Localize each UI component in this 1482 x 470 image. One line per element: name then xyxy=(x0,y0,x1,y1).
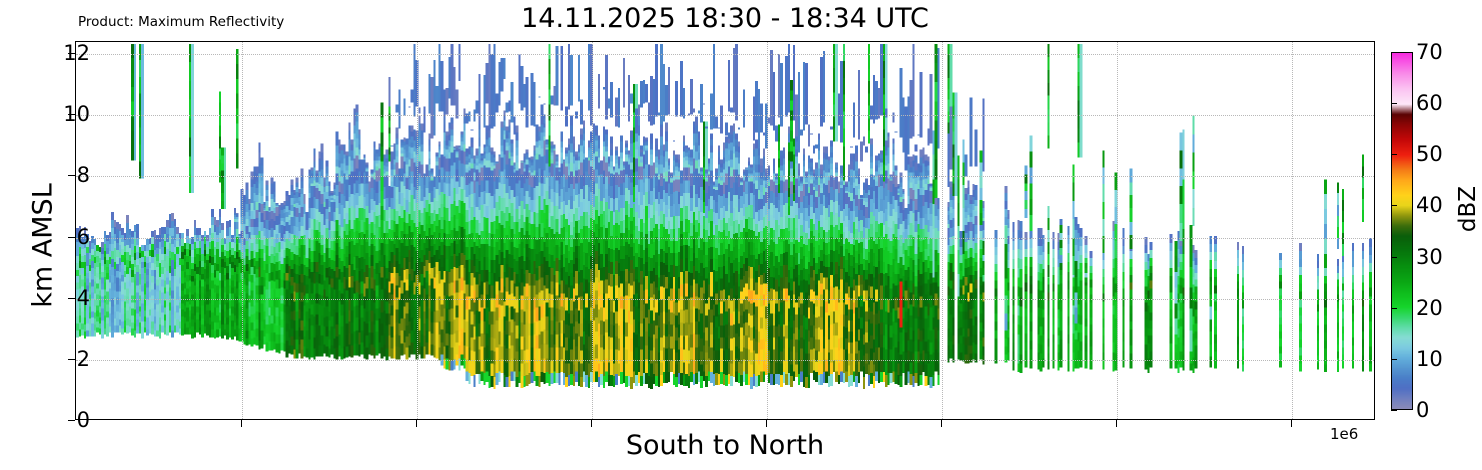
gridline-horizontal xyxy=(76,237,1374,239)
x-tick-mark xyxy=(766,420,767,427)
y-tick-label: 8 xyxy=(76,163,90,188)
y-tick-label: 4 xyxy=(76,285,90,310)
colorbar-tick-label: 40 xyxy=(1416,193,1443,218)
x-tick-mark xyxy=(416,420,417,427)
y-tick-mark xyxy=(68,297,75,299)
gridline-vertical xyxy=(767,42,768,419)
y-tick-label: 10 xyxy=(63,102,90,127)
gridline-vertical xyxy=(1117,42,1118,419)
x-tick-mark xyxy=(1116,420,1117,427)
product-label: Product: Maximum Reflectivity xyxy=(78,14,285,30)
x-axis-label: South to North xyxy=(625,430,825,461)
gridline-vertical xyxy=(592,42,593,419)
colorbar-tick-label: 0 xyxy=(1416,398,1430,422)
plot-area[interactable] xyxy=(75,41,1375,420)
x-tick-mark xyxy=(941,420,942,427)
colorbar-tick-label: 30 xyxy=(1416,244,1443,269)
y-tick-label: 12 xyxy=(63,41,90,66)
x-axis-offset-label: 1e6 xyxy=(1330,425,1359,443)
colorbar[interactable] xyxy=(1391,52,1413,410)
gridline-vertical xyxy=(1292,42,1293,419)
y-tick-label: 6 xyxy=(76,224,90,249)
y-tick-mark xyxy=(68,175,75,177)
colorbar-gradient xyxy=(1391,52,1413,410)
x-tick-mark xyxy=(1291,420,1292,427)
colorbar-canvas xyxy=(1392,53,1412,409)
page-title: 14.11.2025 18:30 - 18:34 UTC xyxy=(521,3,929,34)
gridline-horizontal xyxy=(76,54,1374,56)
y-axis-label: km AMSL xyxy=(27,183,59,308)
colorbar-tick-label: 50 xyxy=(1416,142,1443,167)
colorbar-tick-mark xyxy=(1391,410,1397,411)
colorbar-tick-mark xyxy=(1391,52,1397,53)
gridline-horizontal xyxy=(76,115,1374,117)
gridline-vertical xyxy=(942,42,943,419)
x-tick-mark xyxy=(241,420,242,427)
colorbar-tick-label: 20 xyxy=(1416,295,1443,320)
y-tick-label: 0 xyxy=(76,408,90,432)
colorbar-tick-label: 60 xyxy=(1416,91,1443,116)
reflectivity-heatmap xyxy=(76,42,1374,419)
y-tick-mark xyxy=(68,420,75,421)
reflectivity-canvas xyxy=(76,42,1374,419)
grid-layer xyxy=(76,42,1374,419)
x-tick-mark xyxy=(591,420,592,427)
colorbar-tick-mark xyxy=(1391,358,1397,360)
y-tick-mark xyxy=(68,114,75,116)
colorbar-label: dBZ xyxy=(1455,185,1481,233)
colorbar-tick-label: 70 xyxy=(1416,40,1443,64)
gridline-horizontal xyxy=(76,359,1374,361)
gridline-vertical xyxy=(242,42,243,419)
y-tick-label: 2 xyxy=(76,346,90,371)
y-tick-mark xyxy=(68,53,75,55)
colorbar-tick-mark xyxy=(1391,154,1397,156)
colorbar-tick-mark xyxy=(1391,103,1397,105)
colorbar-tick-mark xyxy=(1391,205,1397,207)
colorbar-tick-mark xyxy=(1391,307,1397,309)
gridline-vertical xyxy=(417,42,418,419)
y-tick-mark xyxy=(68,236,75,238)
y-tick-mark xyxy=(68,358,75,360)
colorbar-tick-mark xyxy=(1391,256,1397,258)
gridline-horizontal xyxy=(76,298,1374,300)
gridline-horizontal xyxy=(76,176,1374,178)
colorbar-tick-label: 10 xyxy=(1416,346,1443,371)
